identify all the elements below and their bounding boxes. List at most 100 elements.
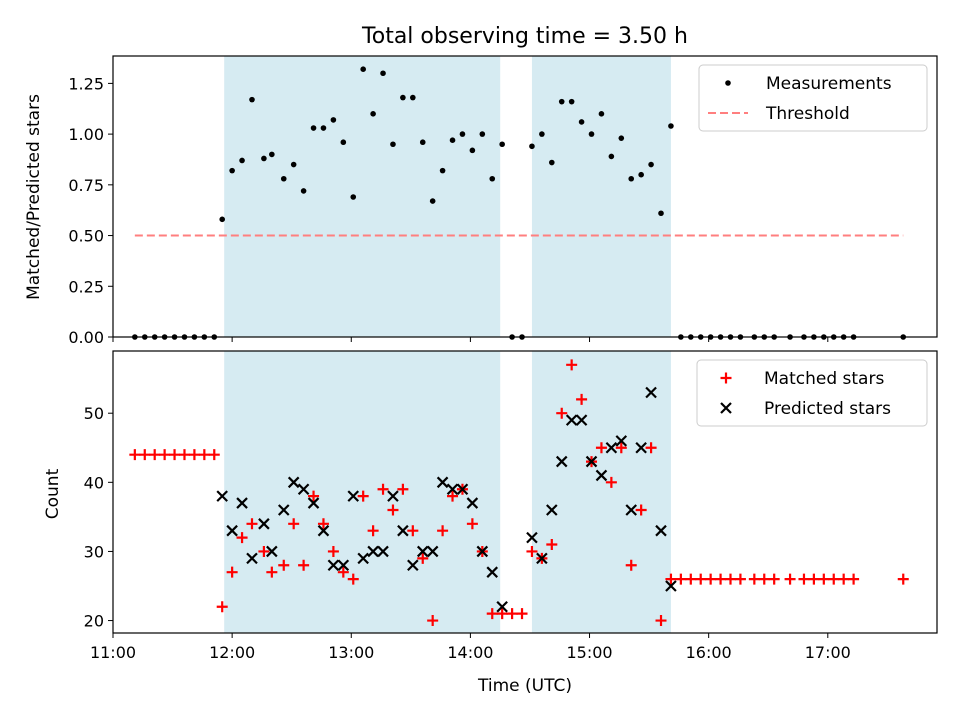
bottom-predicted-star-point xyxy=(645,386,657,399)
bottom-matched-star-point xyxy=(466,518,478,530)
top-measurement-point xyxy=(229,167,235,174)
top-y-tick-label: 0.00 xyxy=(68,328,104,347)
bottom-predicted-star-point xyxy=(367,545,379,558)
top-measurement-point xyxy=(618,135,625,141)
bottom-matched-star-point xyxy=(178,449,190,461)
top-measurement-point xyxy=(360,66,366,72)
bottom-predicted-star-point xyxy=(317,524,330,537)
top-measurement-point xyxy=(529,143,535,150)
bottom-predicted-star-point xyxy=(486,566,499,578)
top-measurement-point xyxy=(648,161,654,168)
top-measurement-point xyxy=(638,171,644,178)
bottom-matched-star-point xyxy=(226,566,238,578)
x-tick-label: 13:00 xyxy=(328,643,374,662)
top-measurement-point xyxy=(499,141,505,148)
bottom-predicted-star-point xyxy=(456,483,469,496)
bottom-matched-star-point xyxy=(705,573,717,585)
top-measurement-point xyxy=(280,175,287,182)
bottom-matched-star-point xyxy=(149,449,161,461)
top-measurement-point xyxy=(380,70,386,77)
bottom-matched-star-point xyxy=(266,566,278,578)
top-measurement-point xyxy=(558,98,565,105)
bottom-matched-star-point xyxy=(897,573,909,585)
top-measurement-point xyxy=(330,117,337,123)
bottom-matched-star-point xyxy=(437,525,449,537)
bottom-predicted-star-point xyxy=(377,545,389,558)
top-measurement-point xyxy=(449,137,456,143)
bottom-matched-star-point xyxy=(298,559,310,571)
bottom-matched-star-point xyxy=(447,490,459,502)
top-measurement-point xyxy=(608,153,615,160)
bottom-matched-star-point xyxy=(576,393,588,405)
bottom-matched-star-point xyxy=(798,573,810,585)
top-measurement-point xyxy=(628,175,635,182)
top-measurement-point xyxy=(249,96,255,103)
top-measurement-point xyxy=(370,111,376,117)
bottom-predicted-star-point xyxy=(416,545,429,558)
bottom-matched-star-point xyxy=(496,608,508,620)
top-measurement-point xyxy=(261,155,267,162)
bottom-y-tick-label: 20 xyxy=(84,612,104,631)
bottom-matched-star-point xyxy=(556,407,568,419)
top-measurement-point xyxy=(539,131,545,137)
bottom-matched-star-point xyxy=(566,359,578,371)
bottom-predicted-star-point xyxy=(476,545,489,558)
bottom-predicted-star-point xyxy=(595,469,608,482)
top-measurement-point xyxy=(489,175,496,182)
top-legend-box xyxy=(698,64,928,132)
top-measurement-point xyxy=(350,194,357,200)
bottom-legend-swatch xyxy=(720,372,732,384)
bottom-matched-star-point xyxy=(139,449,151,461)
top-measurement-point xyxy=(568,98,575,105)
bottom-predicted-star-point xyxy=(407,559,419,572)
top-measurement-point xyxy=(588,131,595,137)
top-panel: 0.00 0.25 0.50 0.75 1.00 1.25 Measurements Thre… xyxy=(68,55,938,347)
x-tick-label: 14:00 xyxy=(447,643,493,662)
top-measurement-point xyxy=(479,131,486,137)
bottom-predicted-star-point xyxy=(655,524,667,537)
top-measurement-point xyxy=(459,131,466,137)
bottom-matched-star-point xyxy=(655,615,667,627)
bottom-matched-star-point xyxy=(278,559,290,571)
bottom-predicted-star-point xyxy=(536,552,548,565)
bottom-y-tick-label: 30 xyxy=(84,542,104,561)
top-measurement-point xyxy=(549,159,555,166)
bottom-predicted-star-point xyxy=(216,490,228,502)
bottom-matched-star-point xyxy=(808,573,820,585)
bottom-matched-star-point xyxy=(357,490,369,502)
bottom-matched-star-point xyxy=(208,449,220,461)
x-tick-label: 17:00 xyxy=(805,643,851,662)
top-y-tick-label: 1.25 xyxy=(68,74,104,93)
top-y-tick-label: 0.25 xyxy=(68,277,104,296)
bottom-matched-star-point xyxy=(397,483,409,495)
bottom-predicted-star-point xyxy=(266,545,278,558)
bottom-predicted-star-point xyxy=(307,497,320,509)
top-measurement-point xyxy=(390,141,396,148)
top-measurement-point xyxy=(340,139,347,146)
bottom-matched-star-point xyxy=(685,573,697,585)
bottom-matched-star-point xyxy=(734,573,746,585)
bottom-matched-star-point xyxy=(838,573,850,585)
bottom-legend-label: Matched stars xyxy=(764,369,884,389)
bottom-predicted-star-point xyxy=(347,490,360,502)
bottom-predicted-star-point xyxy=(426,545,439,558)
bottom-matched-star-point xyxy=(129,449,141,461)
bottom-matched-star-point xyxy=(695,573,707,585)
bottom-predicted-star-point xyxy=(496,600,508,613)
bottom-predicted-star-point xyxy=(397,524,409,537)
bottom-predicted-star-point xyxy=(555,455,568,468)
bottom-predicted-star-point xyxy=(635,441,647,454)
bottom-matched-star-point xyxy=(188,449,200,461)
bottom-matched-star-point xyxy=(317,518,329,530)
bottom-predicted-star-point xyxy=(446,483,459,496)
bottom-predicted-star-point xyxy=(287,476,300,489)
bottom-matched-star-point xyxy=(675,573,687,585)
top-measurement-point xyxy=(290,161,297,168)
bottom-matched-star-point xyxy=(665,573,677,585)
bottom-predicted-star-point xyxy=(466,497,479,509)
bottom-matched-star-point xyxy=(546,539,558,551)
bottom-axes-frame xyxy=(112,350,938,634)
bottom-predicted-star-point xyxy=(246,552,258,565)
bottom-matched-star-point xyxy=(337,566,349,578)
